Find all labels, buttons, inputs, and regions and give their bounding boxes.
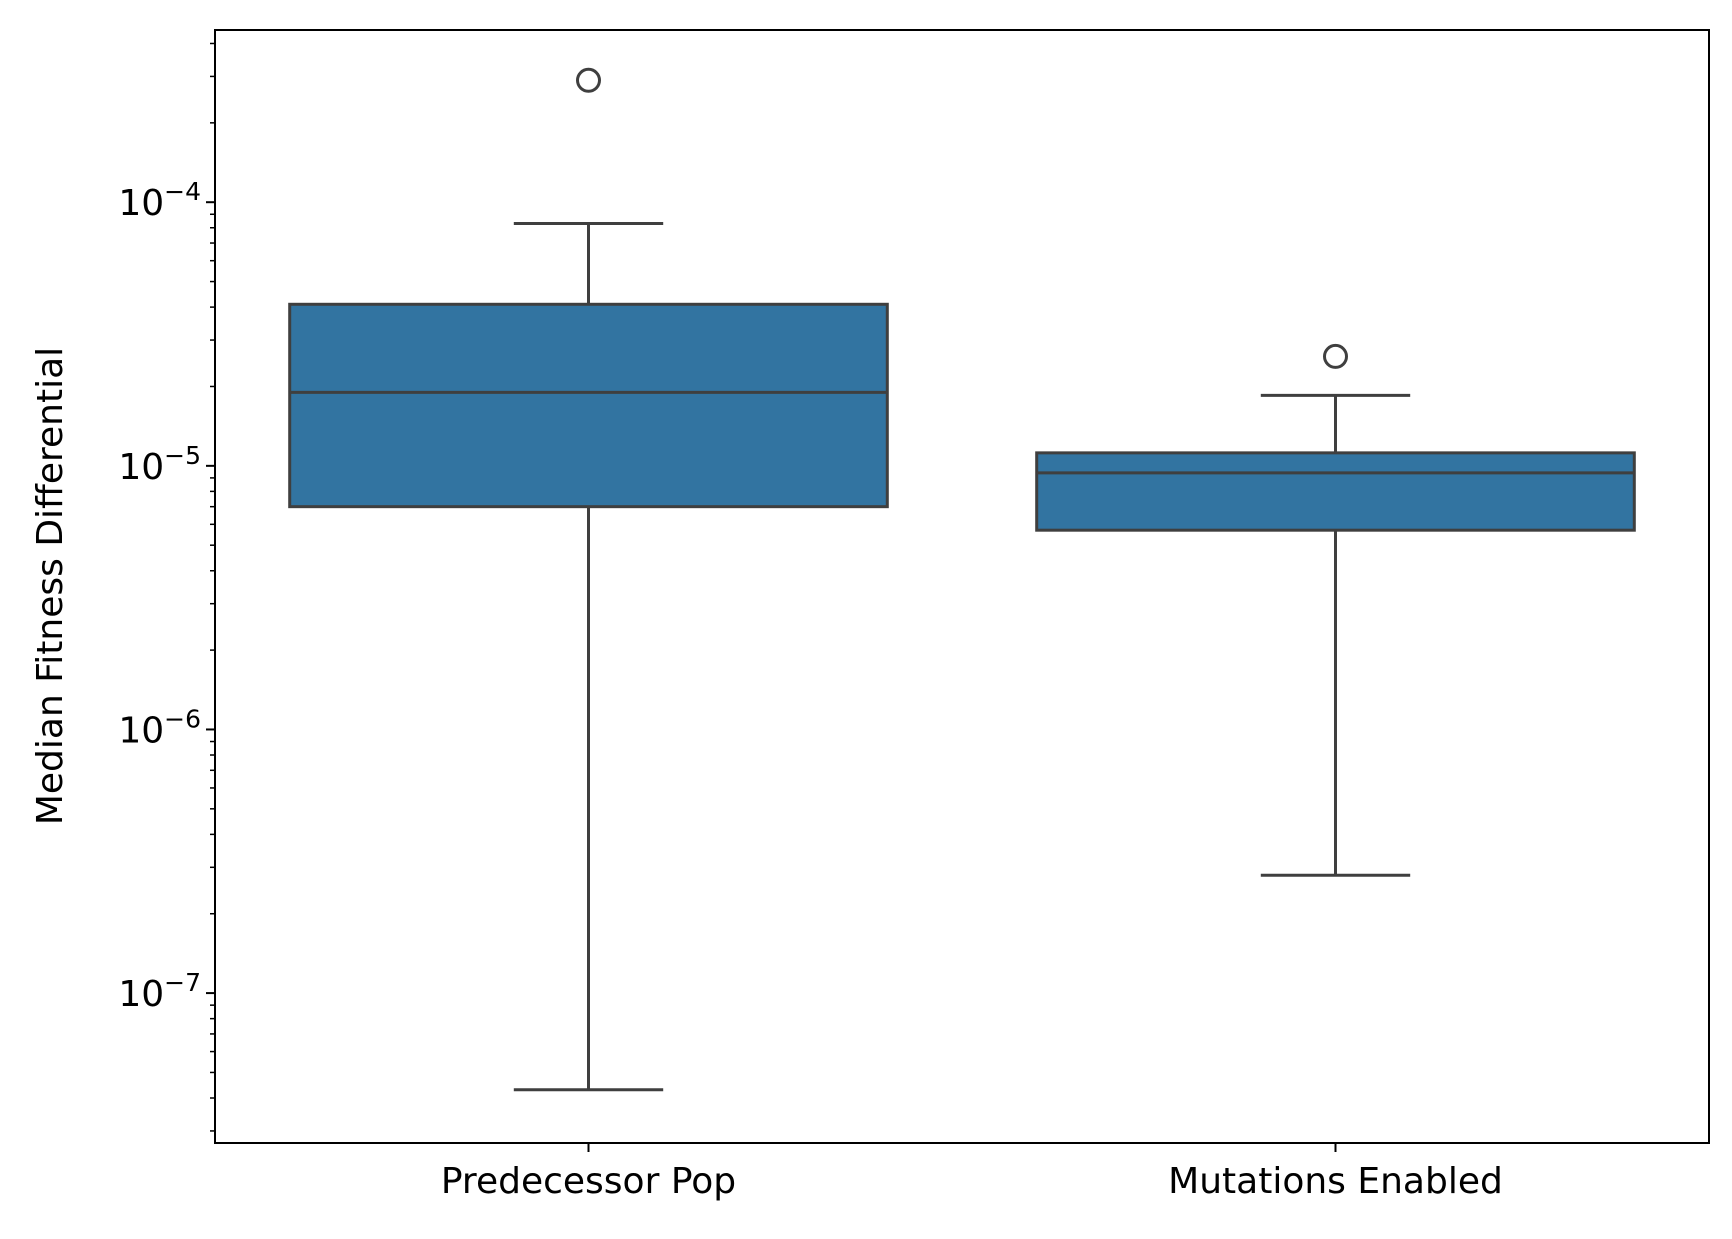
x-tick-label: Mutations Enabled [1168, 1161, 1503, 1202]
y-tick-label: 10−6 [118, 704, 201, 751]
y-tick-label: 10−7 [118, 968, 201, 1015]
plot-frame [214, 29, 1710, 1144]
y-tick-label-base: 10 [118, 974, 164, 1015]
x-tick-label: Predecessor Pop [441, 1161, 736, 1202]
y-tick-label-base: 10 [118, 710, 164, 751]
y-axis-title: Median Fitness Differential [30, 347, 71, 825]
box-group [288, 67, 889, 1092]
y-tick-label-exponent: −7 [164, 968, 201, 997]
outlier-point [1323, 343, 1348, 369]
y-tick-label-exponent: −6 [164, 704, 201, 733]
y-tick-label: 10−4 [118, 177, 201, 224]
outlier-point [576, 67, 601, 93]
y-tick-label-base: 10 [118, 447, 164, 488]
x-axis: Predecessor Pop Mutations Enabled [441, 1143, 1503, 1202]
box-iqr [288, 302, 889, 509]
box-series [288, 67, 1636, 1092]
box-group [1035, 343, 1636, 877]
box-iqr [1035, 451, 1636, 532]
y-axis-ticks: 10−710−610−510−4 [118, 42, 215, 1132]
y-tick-label-base: 10 [118, 183, 164, 224]
y-tick-label-exponent: −4 [164, 177, 201, 206]
y-tick-label: 10−5 [118, 441, 201, 488]
y-tick-label-exponent: −5 [164, 441, 201, 470]
